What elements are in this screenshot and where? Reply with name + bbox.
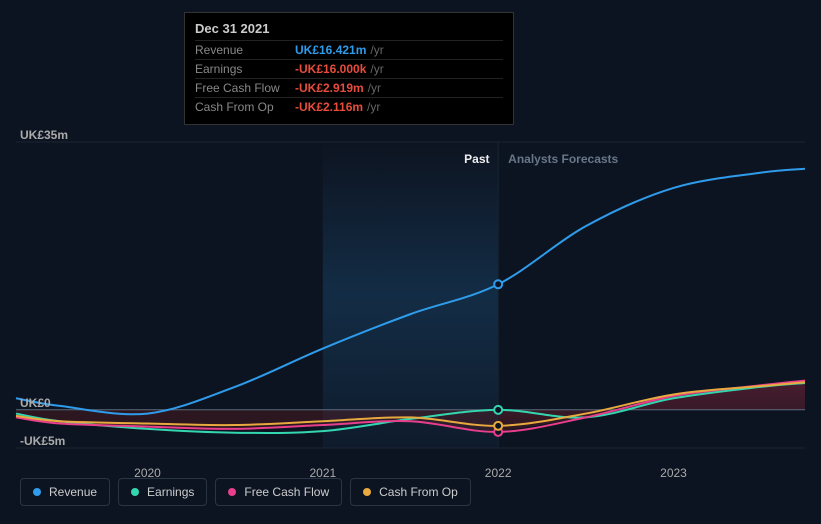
x-axis-label: 2022: [485, 466, 512, 480]
tooltip-unit: /yr: [370, 43, 383, 57]
series-marker: [494, 422, 502, 430]
legend-label: Revenue: [49, 485, 97, 499]
tooltip-label: Earnings: [195, 62, 295, 76]
chart-svg[interactable]: [16, 130, 805, 460]
legend-label: Earnings: [147, 485, 194, 499]
y-axis-label: -UK£5m: [20, 434, 65, 448]
tooltip-row: Earnings-UK£16.000k/yr: [195, 59, 503, 78]
legend-dot-icon: [33, 488, 41, 496]
chart-legend: Revenue Earnings Free Cash Flow Cash From O…: [20, 478, 471, 506]
legend-dot-icon: [228, 488, 236, 496]
tooltip-value: -UK£2.116m: [295, 100, 363, 114]
tooltip-row: RevenueUK£16.421m/yr: [195, 40, 503, 59]
legend-label: Free Cash Flow: [244, 485, 329, 499]
forecast-area: [498, 381, 805, 432]
forecast-region-label: Analysts Forecasts: [508, 152, 618, 166]
tooltip-row: Cash From Op-UK£2.116m/yr: [195, 97, 503, 116]
legend-dot-icon: [131, 488, 139, 496]
tooltip-value: -UK£16.000k: [295, 62, 366, 76]
past-region-label: Past: [464, 152, 489, 166]
series-marker: [494, 280, 502, 288]
tooltip-value: UK£16.421m: [295, 43, 366, 57]
y-axis-label: UK£35m: [20, 128, 68, 142]
tooltip-row: Free Cash Flow-UK£2.919m/yr: [195, 78, 503, 97]
tooltip-label: Cash From Op: [195, 100, 295, 114]
y-axis-label: UK£0: [20, 396, 51, 410]
series-marker: [494, 406, 502, 414]
legend-item[interactable]: Earnings: [118, 478, 207, 506]
legend-item[interactable]: Cash From Op: [350, 478, 471, 506]
x-axis-label: 2023: [660, 466, 687, 480]
legend-item[interactable]: Free Cash Flow: [215, 478, 342, 506]
tooltip-value: -UK£2.919m: [295, 81, 364, 95]
legend-label: Cash From Op: [379, 485, 458, 499]
tooltip-date: Dec 31 2021: [195, 21, 503, 36]
chart-tooltip: Dec 31 2021 RevenueUK£16.421m/yrEarnings…: [184, 12, 514, 125]
chart-plot-area: UK£35mUK£0-UK£5m2020202120222023PastAnal…: [16, 130, 805, 460]
tooltip-unit: /yr: [367, 100, 380, 114]
legend-dot-icon: [363, 488, 371, 496]
tooltip-label: Revenue: [195, 43, 295, 57]
tooltip-unit: /yr: [370, 62, 383, 76]
tooltip-unit: /yr: [368, 81, 381, 95]
tooltip-label: Free Cash Flow: [195, 81, 295, 95]
legend-item[interactable]: Revenue: [20, 478, 110, 506]
